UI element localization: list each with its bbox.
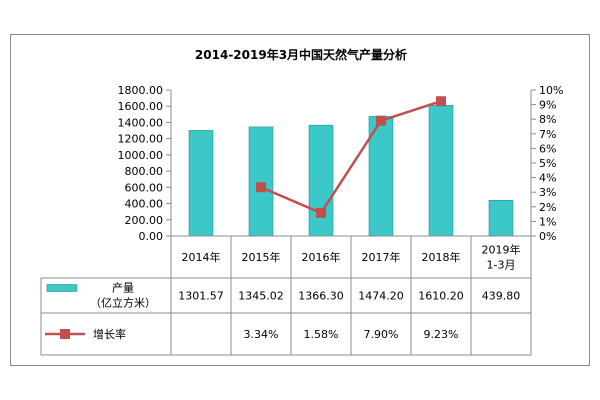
- axes: 0.00 200.00 400.00 600.00 800.00 1000.00 1200.…: [118, 84, 564, 243]
- growth-point: [376, 115, 386, 126]
- right-tick-label: 7%: [539, 128, 556, 141]
- bar: [428, 105, 454, 237]
- data-table: 2014年 2015年 2016年 2017年 2018年 2019年 1-3月产量（亿立方…: [40, 235, 532, 356]
- production-value: 439.80: [482, 290, 521, 303]
- production-value: 1474.20: [358, 290, 404, 303]
- x-tick-label: 2019年: [482, 243, 521, 257]
- left-tick-label: 1600.00: [118, 100, 164, 113]
- right-tick-label: 4%: [539, 172, 556, 185]
- x-tick-label: 1-3月: [487, 259, 516, 272]
- growth-point: [256, 182, 266, 193]
- right-tick-label: 0%: [539, 230, 556, 243]
- chart-svg: 2014-2019年3月中国天然气产量分析 0.00 200.00 400.00 60…: [40, 47, 564, 356]
- bar: [308, 124, 334, 237]
- x-tick-label: 2018年: [422, 250, 461, 264]
- left-tick-label: 600.00: [125, 181, 164, 194]
- production-value: 1610.20: [418, 290, 464, 303]
- bar: [188, 130, 214, 237]
- growth-point: [436, 96, 446, 107]
- growth-line: [256, 96, 446, 218]
- legend-bar-label: 产量: [112, 281, 134, 295]
- right-tick-label: 1%: [539, 215, 556, 228]
- left-tick-label: 200.00: [125, 214, 164, 227]
- left-tick-label: 1200.00: [118, 133, 164, 146]
- right-tick-label: 6%: [539, 142, 556, 155]
- right-tick-label: 3%: [539, 186, 556, 199]
- production-value: 1366.30: [298, 290, 344, 303]
- left-tick-label: 800.00: [125, 165, 164, 178]
- x-tick-label: 2016年: [302, 250, 341, 264]
- x-tick-label: 2015年: [242, 250, 281, 264]
- right-tick-label: 10%: [539, 84, 563, 97]
- legend-line-label: 增长率: [93, 327, 126, 341]
- right-tick-label: 9%: [539, 99, 556, 112]
- growth-value: 9.23%: [424, 328, 459, 341]
- left-tick-label: 1400.00: [118, 116, 164, 129]
- growth-value: 7.90%: [364, 328, 399, 341]
- legend-line-marker: [60, 329, 70, 339]
- growth-point: [316, 207, 326, 218]
- growth-line-path: [260, 100, 442, 215]
- chart-title: 2014-2019年3月中国天然气产量分析: [195, 47, 407, 62]
- production-value: 1345.02: [238, 290, 284, 303]
- bars: [188, 105, 514, 237]
- chart-frame: 2014-2019年3月中国天然气产量分析 0.00 200.00 400.00 60…: [10, 34, 590, 366]
- production-value: 1301.57: [178, 290, 224, 303]
- left-tick-label: 400.00: [125, 198, 164, 211]
- bar: [248, 126, 274, 237]
- left-tick-label: 1000.00: [118, 149, 164, 162]
- x-tick-label: 2017年: [362, 250, 401, 264]
- legend-bar-label: （亿立方米）: [90, 296, 156, 310]
- x-tick-label: 2014年: [182, 250, 221, 264]
- bar: [488, 200, 514, 237]
- growth-value: 3.34%: [244, 328, 279, 341]
- left-tick-label: 0.00: [139, 230, 164, 243]
- legend-bar-swatch: [46, 284, 78, 292]
- right-tick-label: 8%: [539, 113, 556, 126]
- growth-value: 1.58%: [304, 328, 339, 341]
- left-tick-label: 1800.00: [118, 84, 164, 97]
- right-tick-label: 2%: [539, 201, 556, 214]
- bar: [368, 116, 394, 237]
- right-tick-label: 5%: [539, 157, 556, 170]
